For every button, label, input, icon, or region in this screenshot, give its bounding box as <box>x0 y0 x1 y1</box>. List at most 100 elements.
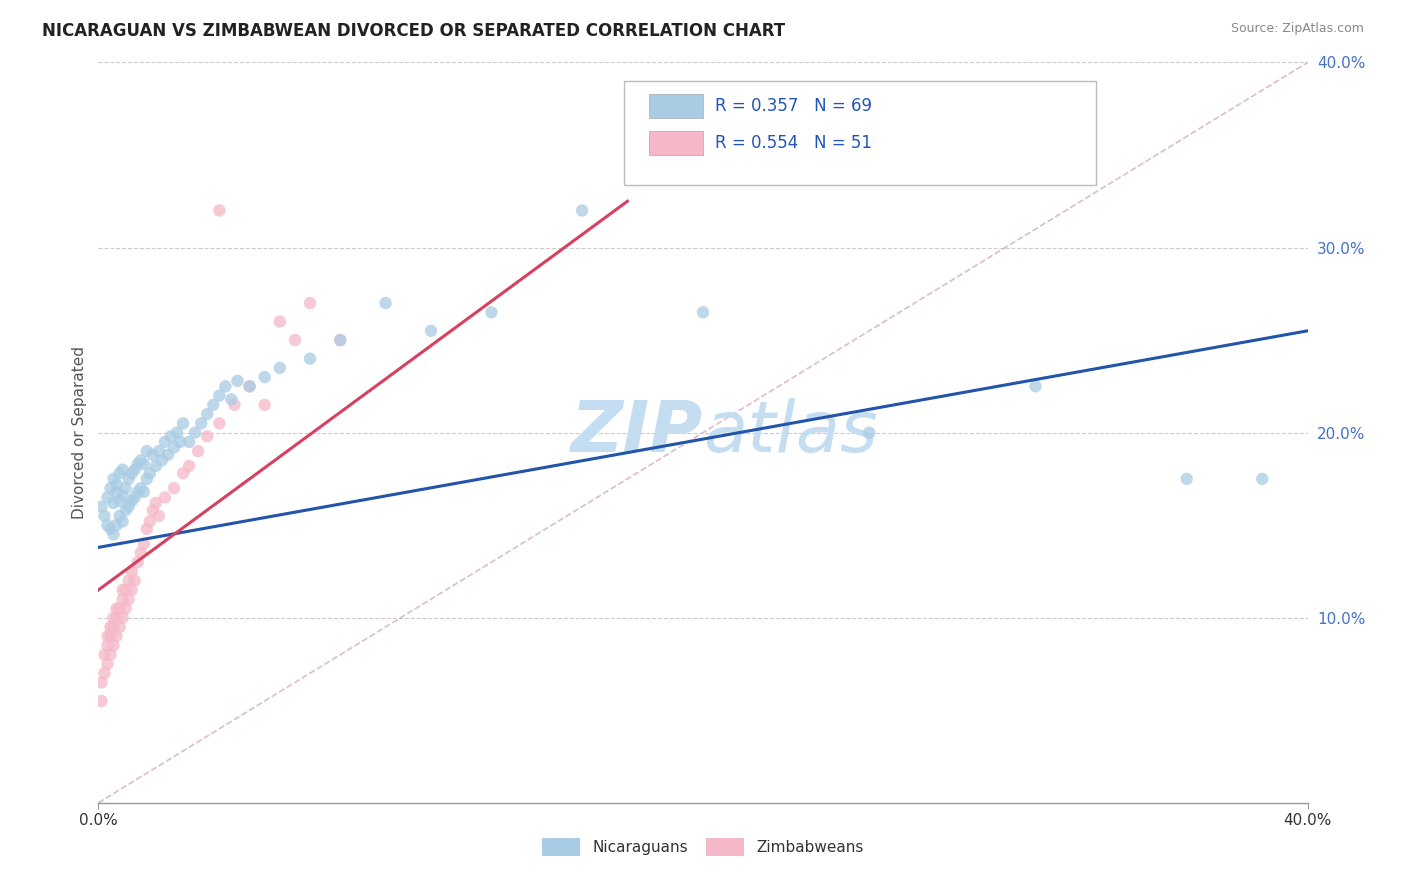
Point <box>100 629 122 643</box>
Point <box>299 351 322 366</box>
Point <box>195 429 218 443</box>
Point <box>108 467 131 481</box>
FancyBboxPatch shape <box>624 81 1097 185</box>
Point <box>96 629 118 643</box>
Point <box>208 203 231 218</box>
Point <box>108 508 131 523</box>
Point <box>93 508 115 523</box>
Point <box>103 620 125 634</box>
Point <box>129 481 152 495</box>
Point <box>103 527 125 541</box>
Point <box>135 472 157 486</box>
Point <box>111 489 134 503</box>
Point <box>100 481 122 495</box>
Point <box>160 429 183 443</box>
Point <box>103 496 125 510</box>
Point <box>105 518 128 533</box>
Point <box>208 388 231 402</box>
Point <box>118 472 141 486</box>
Point <box>129 453 152 467</box>
Y-axis label: Divorced or Separated: Divorced or Separated <box>72 346 87 519</box>
Point <box>299 296 322 310</box>
Point <box>118 574 141 588</box>
Point <box>420 324 443 338</box>
Point <box>253 398 276 412</box>
Point <box>124 574 146 588</box>
Point <box>127 457 149 471</box>
Point <box>239 379 262 393</box>
Point <box>858 425 880 440</box>
Point <box>96 518 118 533</box>
Point <box>221 392 243 407</box>
Text: NICARAGUAN VS ZIMBABWEAN DIVORCED OR SEPARATED CORRELATION CHART: NICARAGUAN VS ZIMBABWEAN DIVORCED OR SEP… <box>42 22 786 40</box>
Point <box>96 657 118 671</box>
Point <box>105 601 128 615</box>
Point <box>187 444 209 458</box>
Point <box>132 484 155 499</box>
Point <box>195 407 218 421</box>
Point <box>148 508 170 523</box>
Point <box>103 472 125 486</box>
Point <box>114 601 136 615</box>
Point <box>93 666 115 681</box>
Point <box>121 467 143 481</box>
Point <box>135 522 157 536</box>
Point <box>100 648 122 662</box>
Point <box>166 425 188 440</box>
Point <box>108 601 131 615</box>
Point <box>153 491 176 505</box>
Point <box>139 467 162 481</box>
Point <box>269 360 291 375</box>
Text: atlas: atlas <box>703 398 877 467</box>
Point <box>150 453 173 467</box>
Point <box>103 610 125 624</box>
FancyBboxPatch shape <box>648 95 703 118</box>
Point <box>114 481 136 495</box>
Point <box>481 305 503 319</box>
Point <box>172 467 194 481</box>
Point <box>129 546 152 560</box>
Point <box>1251 472 1274 486</box>
Point <box>132 536 155 550</box>
Point <box>108 620 131 634</box>
Point <box>124 491 146 505</box>
Point <box>93 648 115 662</box>
Point <box>156 448 179 462</box>
Point <box>100 522 122 536</box>
Point <box>111 462 134 476</box>
Point <box>90 694 112 708</box>
Point <box>105 484 128 499</box>
Point <box>329 333 352 347</box>
Point <box>118 592 141 607</box>
Point <box>1024 379 1046 393</box>
Point <box>127 484 149 499</box>
Text: R = 0.357   N = 69: R = 0.357 N = 69 <box>716 97 872 115</box>
Point <box>121 494 143 508</box>
Point <box>96 639 118 653</box>
Point <box>127 555 149 569</box>
Point <box>135 444 157 458</box>
Point <box>571 203 593 218</box>
Point <box>202 398 225 412</box>
Point <box>139 515 162 529</box>
Point <box>208 417 231 431</box>
Point <box>184 425 207 440</box>
Point <box>105 610 128 624</box>
Point <box>96 491 118 505</box>
Point <box>142 448 165 462</box>
Point <box>172 417 194 431</box>
Point <box>169 434 191 449</box>
Point <box>145 458 167 473</box>
Point <box>692 305 714 319</box>
Text: ZIP: ZIP <box>571 398 703 467</box>
Point <box>142 503 165 517</box>
Point <box>132 457 155 471</box>
Point <box>239 379 262 393</box>
Point <box>124 462 146 476</box>
Point <box>90 500 112 514</box>
Point <box>121 565 143 579</box>
Point <box>374 296 396 310</box>
Point <box>111 515 134 529</box>
Point <box>179 434 201 449</box>
Point <box>153 434 176 449</box>
